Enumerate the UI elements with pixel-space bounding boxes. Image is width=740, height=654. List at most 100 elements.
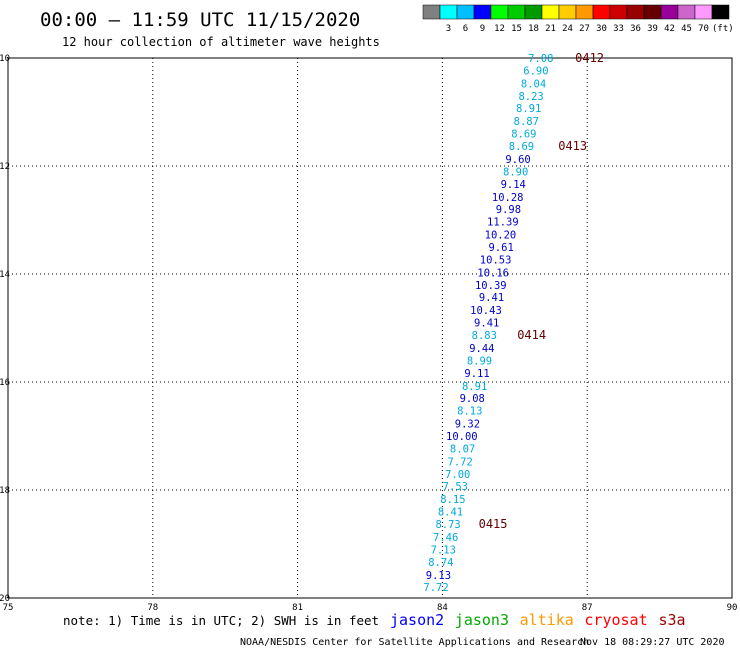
y-tick-label: -10 bbox=[0, 54, 10, 64]
wave-height-label: 9.32 bbox=[455, 419, 480, 431]
wave-height-label: 11.39 bbox=[487, 217, 519, 229]
wave-height-label: 8.07 bbox=[450, 443, 475, 455]
footer-timestamp: Nov 18 08:29:27 UTC 2020 bbox=[580, 637, 725, 648]
wave-height-label: 9.41 bbox=[479, 292, 504, 304]
wave-height-label: 9.41 bbox=[474, 318, 499, 330]
color-scale-tick: 30 bbox=[596, 24, 607, 34]
color-swatch bbox=[507, 4, 526, 20]
wave-height-label: 9.14 bbox=[501, 179, 526, 191]
color-swatch bbox=[643, 4, 662, 20]
wave-height-label: 8.87 bbox=[514, 116, 539, 128]
x-tick-label: 84 bbox=[437, 603, 448, 613]
wave-height-label: 8.99 bbox=[467, 355, 492, 367]
wave-height-label: 8.23 bbox=[518, 91, 543, 103]
color-swatch bbox=[677, 4, 696, 20]
color-swatch bbox=[626, 4, 645, 20]
color-swatch bbox=[575, 4, 594, 20]
color-swatch bbox=[473, 4, 492, 20]
time-label: 0414 bbox=[517, 328, 546, 342]
wave-height-label: 8.69 bbox=[511, 129, 536, 141]
legend-entry: jason2 bbox=[390, 611, 444, 629]
wave-height-label: 8.04 bbox=[521, 78, 546, 90]
color-scale-tick: 3 bbox=[446, 24, 451, 34]
x-tick-label: 75 bbox=[3, 603, 14, 613]
wave-height-label: 8.91 bbox=[462, 381, 487, 393]
time-label: 0415 bbox=[479, 517, 508, 531]
color-swatch bbox=[660, 4, 679, 20]
y-tick-label: -14 bbox=[0, 270, 10, 280]
legend-entry: cryosat bbox=[584, 611, 647, 629]
y-tick-label: -20 bbox=[0, 594, 10, 604]
wave-height-label: 10.39 bbox=[475, 280, 507, 292]
wave-height-label: 9.98 bbox=[496, 204, 521, 216]
x-axis-ticks: 75 78 81 84 87 90 bbox=[3, 603, 738, 613]
color-scale-tick: 12 bbox=[494, 24, 505, 34]
wave-height-label: 9.11 bbox=[464, 368, 489, 380]
color-scale-tick: 15 bbox=[511, 24, 522, 34]
y-tick-label: -16 bbox=[0, 378, 10, 388]
wave-height-label: 10.20 bbox=[485, 230, 517, 242]
wave-height-label: 8.13 bbox=[457, 406, 482, 418]
y-tick-label: -18 bbox=[0, 486, 10, 496]
time-label: 0413 bbox=[558, 139, 587, 153]
x-tick-label: 90 bbox=[727, 603, 738, 613]
y-axis-ticks: -10 -12 -14 -16 -18 -20 bbox=[0, 54, 10, 604]
color-scale-tick: 24 bbox=[562, 24, 573, 34]
wave-height-label: 8.91 bbox=[516, 103, 541, 115]
plot-area bbox=[7, 57, 733, 599]
color-scale-tick: 21 bbox=[545, 24, 556, 34]
color-scale-tick: 39 bbox=[647, 24, 658, 34]
color-scale-unit: (ft) bbox=[712, 24, 734, 34]
footer-credit: NOAA/NESDIS Center for Satellite Applica… bbox=[240, 637, 589, 648]
wave-height-label: 8.41 bbox=[438, 507, 463, 519]
legend-entry: jason3 bbox=[455, 611, 509, 629]
wave-height-label: 7.08 bbox=[528, 53, 553, 65]
time-label: 0412 bbox=[575, 51, 604, 65]
color-scale-tick: 27 bbox=[579, 24, 590, 34]
color-scale-tick: 45 bbox=[681, 24, 692, 34]
color-swatch bbox=[456, 4, 475, 20]
color-swatch bbox=[694, 4, 713, 20]
wave-height-label: 7.72 bbox=[448, 456, 473, 468]
footer-note: note: 1) Time is in UTC; 2) SWH is in fe… bbox=[63, 613, 379, 628]
wave-height-label: 9.44 bbox=[469, 343, 494, 355]
wave-height-label: 10.00 bbox=[446, 431, 478, 443]
color-swatch bbox=[422, 4, 441, 20]
wave-height-label: 8.73 bbox=[435, 519, 460, 531]
color-scale-tick: 42 bbox=[664, 24, 675, 34]
wave-height-label: 6.90 bbox=[523, 65, 548, 77]
wave-height-label: 9.61 bbox=[489, 242, 514, 254]
color-swatch bbox=[524, 4, 543, 20]
color-swatch bbox=[541, 4, 560, 20]
wave-height-label: 7.46 bbox=[433, 532, 458, 544]
wave-height-label: 7.00 bbox=[445, 469, 470, 481]
legend-entry: altika bbox=[520, 611, 574, 629]
wave-height-label: 10.43 bbox=[470, 305, 502, 317]
wave-height-label: 9.13 bbox=[426, 570, 451, 582]
color-swatch bbox=[439, 4, 458, 20]
wave-height-label: 8.69 bbox=[509, 141, 534, 153]
color-scale-tick: 70 bbox=[698, 24, 709, 34]
color-scale-tick: 36 bbox=[630, 24, 641, 34]
color-swatch bbox=[609, 4, 628, 20]
wave-height-label: 8.74 bbox=[428, 557, 453, 569]
color-scale-tick: 9 bbox=[480, 24, 485, 34]
wave-height-label: 7.53 bbox=[443, 481, 468, 493]
wave-height-label: 7.13 bbox=[431, 544, 456, 556]
wave-height-label: 9.08 bbox=[460, 393, 485, 405]
legend-entry: s3a bbox=[659, 611, 686, 629]
satellite-legend: jason2 jason3 altika cryosat s3a bbox=[390, 611, 686, 629]
x-tick-label: 78 bbox=[147, 603, 158, 613]
color-scale-tick: 6 bbox=[463, 24, 468, 34]
color-scale-tick: 33 bbox=[613, 24, 624, 34]
plot-border bbox=[7, 57, 733, 599]
color-scale-tick: 18 bbox=[528, 24, 539, 34]
wave-height-label: 9.60 bbox=[505, 154, 530, 166]
chart-subtitle: 12 hour collection of altimeter wave hei… bbox=[62, 35, 380, 49]
time-labels: 0412 0413 0414 0415 bbox=[479, 51, 604, 531]
x-tick-label: 87 bbox=[582, 603, 593, 613]
color-scale-bar: 3 6 9 12 15 18 21 24 27 30 33 36 39 42 45 70 bbox=[422, 4, 730, 34]
gridlines bbox=[8, 58, 732, 598]
wave-height-points: 7.086.908.048.238.918.878.698.699.608.90… bbox=[423, 53, 553, 594]
